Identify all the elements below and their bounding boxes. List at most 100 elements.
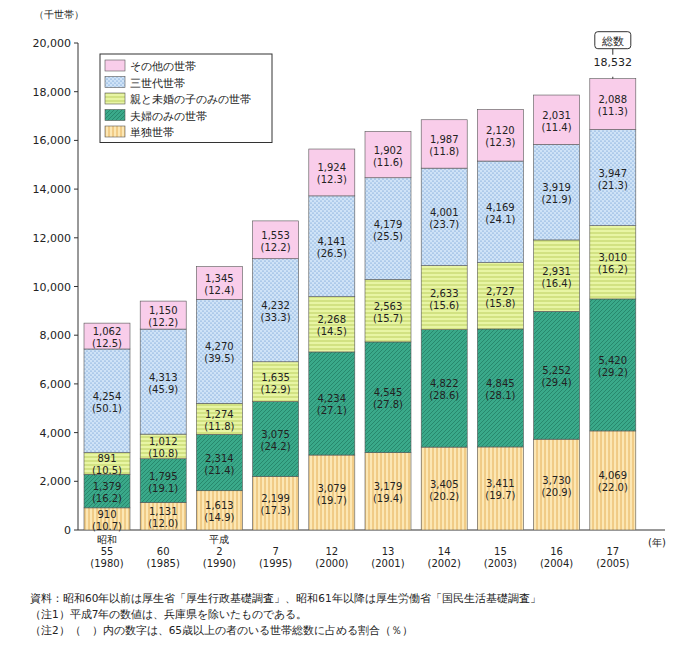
share-label: (14.9) xyxy=(204,512,234,523)
y-tick-label: 16,000 xyxy=(33,134,72,147)
segment-label: 1,553(12.2) xyxy=(261,230,291,253)
segment-label: 3,405(20.2) xyxy=(429,479,459,502)
value-label: 3,411 xyxy=(486,478,515,489)
share-label: (16.4) xyxy=(542,278,572,289)
share-label: (15.7) xyxy=(373,313,403,324)
value-label: 3,730 xyxy=(542,475,571,486)
share-label: (12.4) xyxy=(204,285,234,296)
bar-segment xyxy=(309,352,355,455)
x-tick-label: 7(1995) xyxy=(259,546,292,569)
share-label: (19.1) xyxy=(148,483,178,494)
bar-segment xyxy=(534,95,580,144)
share-label: (21.3) xyxy=(598,180,628,191)
value-label: 2,199 xyxy=(261,493,290,504)
x-axis-label: (年) xyxy=(648,537,666,548)
chart: 02,0004,0006,0008,00010,00012,00014,0001… xyxy=(0,0,691,652)
bar-segment xyxy=(365,453,411,530)
bar-segment xyxy=(477,447,523,530)
value-label: 3,010 xyxy=(598,252,627,263)
share-label: (12.5) xyxy=(92,338,122,349)
segment-label: 4,069(22.0) xyxy=(598,470,628,493)
share-label: (33.3) xyxy=(261,312,291,323)
share-label: (29.2) xyxy=(598,367,628,378)
value-label: 3,405 xyxy=(430,479,459,490)
value-label: 4,313 xyxy=(149,372,178,383)
value-label: 1,924 xyxy=(317,162,346,173)
share-label: (10.7) xyxy=(92,521,122,532)
bar-segment xyxy=(534,240,580,311)
note: 資料：昭和60年以前は厚生省「厚生行政基礎調査」、昭和61年以降は厚生労働省「国… xyxy=(30,592,541,604)
bars xyxy=(84,79,636,530)
segment-label: 1,131(12.0) xyxy=(148,506,178,529)
segment-label: 1,987(11.8) xyxy=(429,134,459,157)
segment-label: 4,822(28.6) xyxy=(429,378,459,401)
segment-label: 891(10.5) xyxy=(92,453,122,476)
share-label: (29.4) xyxy=(542,377,572,388)
bar-segment xyxy=(253,402,299,477)
legend: その他の世帯三世代世帯親と未婚の子のみの世帯夫婦のみの世帯単独世帯 xyxy=(100,54,272,143)
y-tick-label: 20,000 xyxy=(33,37,72,50)
segment-label: 5,420(29.2) xyxy=(598,355,628,378)
bar-segment xyxy=(590,299,636,431)
value-label: 1,131 xyxy=(149,506,178,517)
share-label: (27.8) xyxy=(373,399,403,410)
share-label: (26.5) xyxy=(317,248,347,259)
share-label: (20.9) xyxy=(542,487,572,498)
share-label: (45.9) xyxy=(148,384,178,395)
share-label: (28.6) xyxy=(429,390,459,401)
note: （注1）平成7年の数値は、兵庫県を除いたものである。 xyxy=(30,608,307,620)
value-label: 2,563 xyxy=(374,301,403,312)
segment-label: 2,120(12.3) xyxy=(485,125,515,148)
value-label: 2,120 xyxy=(486,125,515,136)
x-tick-label: 16(2004) xyxy=(540,546,573,569)
segment-label: 1,902(11.6) xyxy=(373,145,403,168)
bar-segment xyxy=(309,455,355,530)
share-label: (12.9) xyxy=(261,384,291,395)
bar-segment xyxy=(196,491,242,530)
bar-segment xyxy=(84,323,130,349)
share-label: (12.3) xyxy=(485,137,515,148)
share-label: (11.8) xyxy=(429,146,459,157)
value-label: 1,795 xyxy=(149,471,178,482)
value-label: 2,268 xyxy=(317,314,346,325)
segment-label: 1,062(12.5) xyxy=(92,326,122,349)
bar-segment xyxy=(590,226,636,299)
value-label: 3,919 xyxy=(542,182,571,193)
bar-segment xyxy=(309,196,355,297)
y-tick-label: 18,000 xyxy=(33,86,72,99)
bar-segment xyxy=(196,267,242,300)
bar-segment xyxy=(84,474,130,508)
share-label: (19.7) xyxy=(317,495,347,506)
legend-swatch xyxy=(105,60,125,71)
segment-label: 4,232(33.3) xyxy=(261,300,291,323)
segment-label: 2,268(14.5) xyxy=(317,314,347,337)
value-label: 910 xyxy=(97,509,116,520)
share-label: (16.2) xyxy=(92,493,122,504)
bar-segment xyxy=(140,434,186,459)
share-label: (25.5) xyxy=(373,231,403,242)
legend-swatch xyxy=(105,126,125,137)
share-label: (17.3) xyxy=(261,505,291,516)
note: （注2）（ ）内の数字は、65歳以上の者のいる世帯総数に占める割合（％） xyxy=(30,624,413,636)
segment-label: 3,411(19.7) xyxy=(485,478,515,501)
value-label: 4,545 xyxy=(374,387,403,398)
legend-label: その他の世帯 xyxy=(130,60,196,72)
segment-label: 2,563(15.7) xyxy=(373,301,403,324)
y-tick xyxy=(74,189,78,190)
legend-label: 三世代世帯 xyxy=(130,77,185,89)
value-label: 2,931 xyxy=(542,266,571,277)
share-label: (24.2) xyxy=(261,441,291,452)
y-tick xyxy=(74,237,78,238)
value-label: 1,635 xyxy=(261,372,290,383)
x-tick-label: 昭和55(1980) xyxy=(90,534,123,569)
y-tick-label: 6,000 xyxy=(40,378,72,391)
y-tick xyxy=(74,91,78,92)
value-label: 1,379 xyxy=(93,481,122,492)
segment-label: 2,931(16.4) xyxy=(542,266,572,289)
x-tick-label: 13(2001) xyxy=(371,546,404,569)
share-label: (19.7) xyxy=(485,490,515,501)
value-label: 4,845 xyxy=(486,378,515,389)
share-label: (10.5) xyxy=(92,465,122,476)
segment-label: 1,795(19.1) xyxy=(148,471,178,494)
value-label: 1,150 xyxy=(149,305,178,316)
